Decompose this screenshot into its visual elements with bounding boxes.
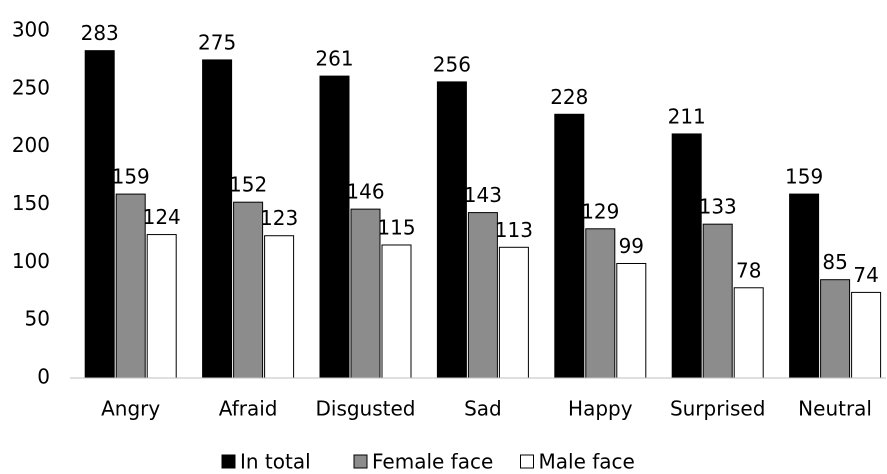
data-label: 113 (495, 218, 533, 242)
x-tick-label: Disgusted (315, 397, 415, 421)
data-label: 85 (822, 250, 847, 274)
legend-swatch (520, 454, 534, 469)
data-label: 256 (433, 52, 471, 76)
bar (233, 201, 264, 379)
bar (84, 50, 115, 379)
legend-swatch (221, 454, 236, 469)
data-label: 74 (853, 263, 878, 287)
data-label: 228 (550, 85, 588, 109)
data-label: 146 (346, 180, 384, 204)
x-tick-label: Neutral (798, 397, 872, 421)
data-label: 159 (112, 165, 150, 189)
y-tick-label: 300 (12, 18, 50, 42)
data-label: 115 (377, 215, 415, 239)
bar (616, 262, 647, 379)
bar (702, 223, 733, 379)
bar (820, 279, 851, 379)
bar (115, 193, 146, 379)
bar (350, 208, 381, 379)
legend-label: Female face (372, 450, 493, 474)
data-label: 78 (736, 258, 761, 282)
x-tick-label: Surprised (670, 397, 766, 421)
legend-label: In total (240, 450, 311, 474)
bar (789, 193, 820, 379)
bar (498, 246, 529, 379)
x-tick-label: Angry (101, 397, 160, 421)
data-label: 261 (315, 47, 353, 71)
legend-swatch (353, 454, 368, 469)
data-label: 99 (619, 234, 644, 258)
bar (851, 291, 882, 379)
bar (202, 59, 233, 379)
bar (467, 212, 498, 379)
x-tick-label: Happy (568, 397, 633, 421)
bar (554, 113, 585, 379)
bar (436, 81, 467, 379)
data-label: 152 (229, 173, 267, 197)
x-tick-label: Afraid (219, 397, 278, 421)
y-tick-label: 250 (12, 75, 50, 99)
legend-label: Male face (539, 450, 635, 474)
y-tick-label: 50 (25, 307, 50, 331)
data-label: 133 (699, 195, 737, 219)
data-label: 129 (581, 199, 619, 223)
data-label: 124 (143, 205, 181, 229)
data-label: 283 (81, 21, 119, 45)
bar (146, 234, 177, 379)
bar (585, 228, 616, 379)
y-tick-label: 100 (12, 249, 50, 273)
y-tick-label: 200 (12, 133, 50, 157)
x-tick-label: Sad (464, 397, 502, 421)
bar (319, 75, 350, 379)
bar (264, 235, 295, 379)
bar (381, 244, 412, 379)
y-tick-label: 150 (12, 191, 50, 215)
y-tick-label: 0 (37, 365, 50, 389)
data-label: 275 (198, 30, 236, 54)
bar (733, 287, 764, 379)
data-label: 159 (785, 165, 823, 189)
data-label: 143 (464, 183, 502, 207)
data-label: 123 (260, 206, 298, 230)
data-label: 211 (668, 104, 706, 128)
bar (671, 133, 702, 379)
